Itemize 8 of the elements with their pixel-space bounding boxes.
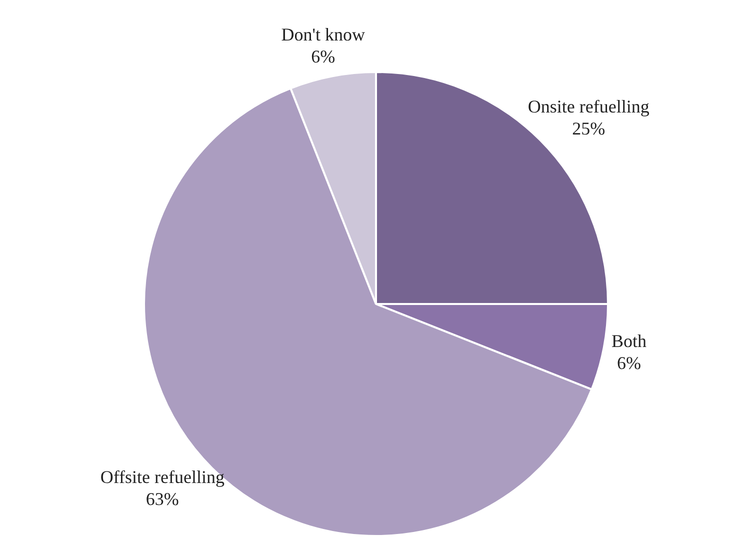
- slice-label: Offsite refuelling: [100, 466, 224, 487]
- data-label: 6%: [616, 352, 641, 373]
- data-label: 6%: [311, 46, 336, 66]
- slice-label: Both: [611, 330, 646, 351]
- slice-label: Don't know: [281, 24, 366, 44]
- data-label: 63%: [146, 488, 179, 509]
- data-label: 25%: [572, 118, 606, 138]
- slice-label: Onsite refuelling: [528, 96, 650, 116]
